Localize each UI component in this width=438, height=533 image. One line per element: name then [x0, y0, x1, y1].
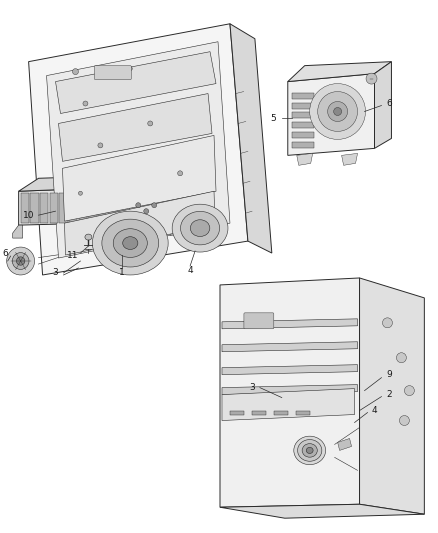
Ellipse shape — [180, 212, 219, 245]
FancyBboxPatch shape — [59, 193, 68, 223]
Circle shape — [144, 209, 149, 214]
FancyBboxPatch shape — [292, 93, 314, 99]
Text: 6: 6 — [3, 248, 9, 257]
Ellipse shape — [113, 229, 147, 257]
FancyBboxPatch shape — [129, 192, 169, 224]
FancyBboxPatch shape — [117, 193, 126, 223]
Polygon shape — [222, 365, 357, 375]
Polygon shape — [220, 278, 360, 507]
FancyBboxPatch shape — [30, 193, 39, 223]
FancyBboxPatch shape — [292, 132, 314, 139]
Ellipse shape — [92, 211, 168, 275]
Polygon shape — [220, 504, 424, 518]
Polygon shape — [46, 42, 230, 258]
Polygon shape — [19, 173, 192, 191]
Circle shape — [399, 416, 410, 425]
Ellipse shape — [172, 204, 228, 252]
Circle shape — [328, 101, 348, 122]
Polygon shape — [13, 225, 23, 238]
Polygon shape — [288, 62, 392, 82]
Ellipse shape — [302, 443, 317, 457]
Polygon shape — [222, 319, 357, 329]
Text: 1: 1 — [120, 269, 125, 278]
Polygon shape — [297, 154, 313, 165]
Text: 10: 10 — [23, 211, 34, 220]
Polygon shape — [338, 439, 352, 450]
Circle shape — [178, 227, 186, 235]
FancyBboxPatch shape — [88, 193, 97, 223]
Polygon shape — [19, 185, 172, 225]
Polygon shape — [28, 24, 248, 275]
Circle shape — [178, 171, 183, 176]
Circle shape — [78, 191, 82, 195]
FancyBboxPatch shape — [274, 410, 288, 415]
FancyBboxPatch shape — [292, 112, 314, 118]
Text: 3: 3 — [249, 383, 255, 392]
Ellipse shape — [190, 220, 210, 237]
Polygon shape — [222, 342, 357, 352]
Ellipse shape — [306, 447, 313, 454]
Polygon shape — [222, 385, 357, 394]
Polygon shape — [230, 24, 272, 253]
Polygon shape — [168, 221, 192, 235]
Circle shape — [334, 108, 342, 116]
Circle shape — [136, 203, 141, 208]
Ellipse shape — [12, 253, 29, 269]
Circle shape — [318, 92, 357, 132]
FancyBboxPatch shape — [292, 123, 314, 128]
Polygon shape — [64, 191, 215, 255]
FancyBboxPatch shape — [95, 66, 131, 79]
Circle shape — [148, 121, 153, 126]
FancyBboxPatch shape — [40, 193, 49, 223]
Text: 4: 4 — [187, 266, 193, 276]
FancyBboxPatch shape — [296, 410, 310, 415]
Polygon shape — [222, 389, 355, 421]
Ellipse shape — [294, 436, 325, 465]
Ellipse shape — [123, 237, 138, 249]
Text: 4: 4 — [372, 406, 377, 415]
FancyBboxPatch shape — [292, 142, 314, 148]
Circle shape — [396, 353, 406, 362]
FancyBboxPatch shape — [244, 313, 274, 329]
Polygon shape — [59, 94, 212, 161]
Circle shape — [98, 143, 103, 148]
FancyBboxPatch shape — [108, 193, 116, 223]
Text: 6: 6 — [387, 99, 392, 108]
Polygon shape — [360, 278, 424, 514]
Polygon shape — [374, 62, 392, 148]
Circle shape — [128, 67, 132, 71]
Text: 11: 11 — [67, 251, 78, 260]
FancyBboxPatch shape — [69, 193, 78, 223]
Circle shape — [72, 69, 78, 75]
FancyBboxPatch shape — [49, 193, 58, 223]
Ellipse shape — [17, 257, 25, 265]
Text: 3: 3 — [53, 269, 58, 278]
Polygon shape — [288, 74, 374, 155]
Polygon shape — [342, 154, 357, 165]
Circle shape — [310, 84, 366, 140]
Text: 2: 2 — [387, 390, 392, 399]
Circle shape — [366, 73, 377, 84]
Polygon shape — [56, 52, 216, 114]
FancyBboxPatch shape — [21, 193, 29, 223]
Circle shape — [83, 101, 88, 106]
Circle shape — [404, 385, 414, 395]
Text: 9: 9 — [387, 370, 392, 379]
Ellipse shape — [7, 247, 35, 275]
FancyBboxPatch shape — [252, 410, 266, 415]
FancyBboxPatch shape — [98, 193, 106, 223]
Circle shape — [152, 203, 157, 208]
Ellipse shape — [102, 219, 159, 267]
Circle shape — [382, 318, 392, 328]
FancyBboxPatch shape — [79, 193, 87, 223]
FancyBboxPatch shape — [292, 102, 314, 109]
Ellipse shape — [85, 234, 92, 240]
Ellipse shape — [297, 440, 322, 461]
FancyBboxPatch shape — [230, 410, 244, 415]
Text: 5: 5 — [270, 114, 276, 123]
Polygon shape — [63, 135, 216, 221]
